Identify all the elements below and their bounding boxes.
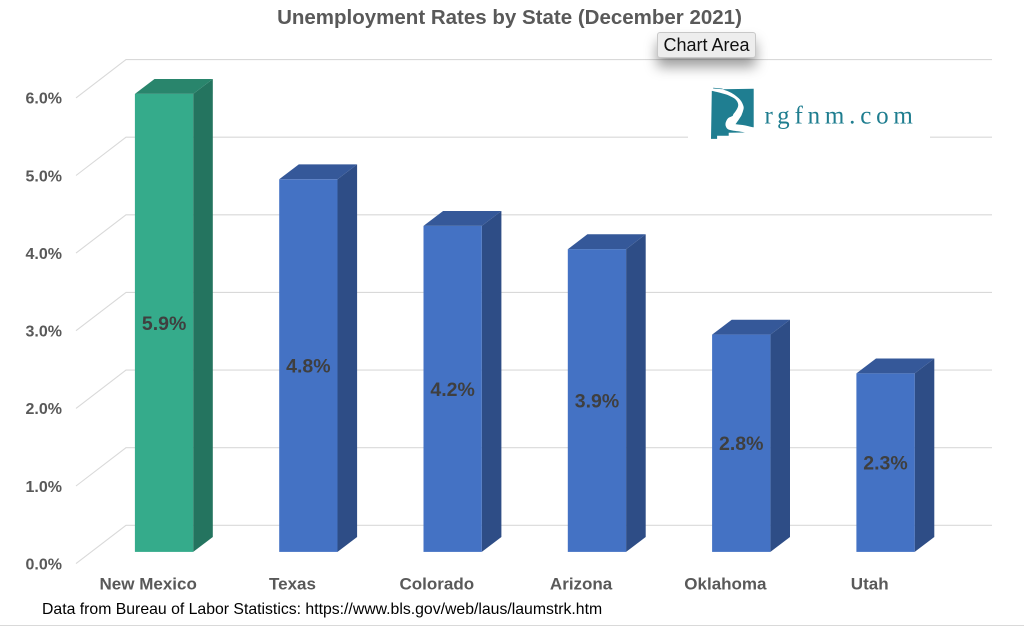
svg-text:2.0%: 2.0% (26, 401, 62, 418)
svg-text:3.0%: 3.0% (26, 324, 62, 341)
svg-text:Oklahoma: Oklahoma (684, 575, 767, 594)
svg-text:Colorado: Colorado (399, 575, 474, 594)
svg-text:Texas: Texas (269, 575, 316, 594)
svg-text:Utah: Utah (851, 575, 889, 594)
svg-text:rgfnm.com: rgfnm.com (765, 103, 918, 130)
svg-text:5.0%: 5.0% (26, 168, 62, 185)
svg-text:2.3%: 2.3% (863, 453, 907, 475)
svg-text:1.0%: 1.0% (26, 479, 62, 496)
svg-text:New Mexico: New Mexico (100, 575, 197, 594)
svg-text:0.0%: 0.0% (26, 556, 62, 573)
svg-text:5.9%: 5.9% (142, 313, 186, 335)
svg-text:4.8%: 4.8% (286, 356, 330, 378)
svg-text:2.8%: 2.8% (719, 433, 763, 455)
svg-text:4.2%: 4.2% (430, 379, 474, 401)
svg-text:3.9%: 3.9% (575, 391, 619, 413)
svg-text:6.0%: 6.0% (26, 91, 62, 108)
svg-text:Arizona: Arizona (550, 575, 613, 594)
svg-text:4.0%: 4.0% (26, 246, 62, 263)
